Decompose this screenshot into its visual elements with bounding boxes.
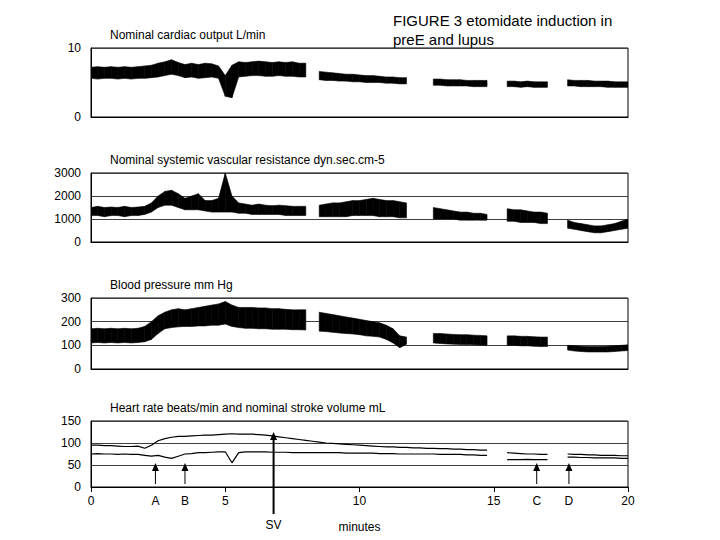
svg-text:A: A xyxy=(151,494,159,508)
svg-text:1000: 1000 xyxy=(54,212,81,226)
svg-text:10: 10 xyxy=(68,41,82,55)
svg-text:0: 0 xyxy=(74,362,81,376)
svg-text:Nominal systemic vascular resi: Nominal systemic vascular resistance dyn… xyxy=(110,153,385,167)
svg-text:3000: 3000 xyxy=(54,166,81,180)
svg-text:preE and lupus: preE and lupus xyxy=(393,31,494,48)
svg-text:2000: 2000 xyxy=(54,189,81,203)
svg-text:0: 0 xyxy=(74,480,81,494)
svg-text:0: 0 xyxy=(74,235,81,249)
svg-text:200: 200 xyxy=(61,315,81,329)
svg-text:Blood pressure mm Hg: Blood pressure mm Hg xyxy=(110,278,233,292)
svg-text:10: 10 xyxy=(353,494,367,508)
svg-text:300: 300 xyxy=(61,291,81,305)
svg-text:FIGURE 3 etomidate induction i: FIGURE 3 etomidate induction in xyxy=(393,12,612,29)
svg-text:15: 15 xyxy=(487,494,501,508)
svg-text:C: C xyxy=(532,494,541,508)
svg-text:100: 100 xyxy=(61,338,81,352)
svg-text:Nominal cardiac output L/min: Nominal cardiac output L/min xyxy=(110,28,265,42)
svg-text:100: 100 xyxy=(61,436,81,450)
svg-text:minutes: minutes xyxy=(338,520,380,534)
svg-text:50: 50 xyxy=(68,458,82,472)
svg-text:Heart rate beats/min and nomin: Heart rate beats/min and nominal stroke … xyxy=(110,401,386,415)
svg-text:20: 20 xyxy=(621,494,635,508)
svg-text:SV: SV xyxy=(266,518,282,532)
svg-text:0: 0 xyxy=(88,494,95,508)
svg-text:0: 0 xyxy=(74,110,81,124)
svg-text:5: 5 xyxy=(222,494,229,508)
svg-text:D: D xyxy=(565,494,574,508)
svg-text:150: 150 xyxy=(61,414,81,428)
svg-text:B: B xyxy=(181,494,189,508)
